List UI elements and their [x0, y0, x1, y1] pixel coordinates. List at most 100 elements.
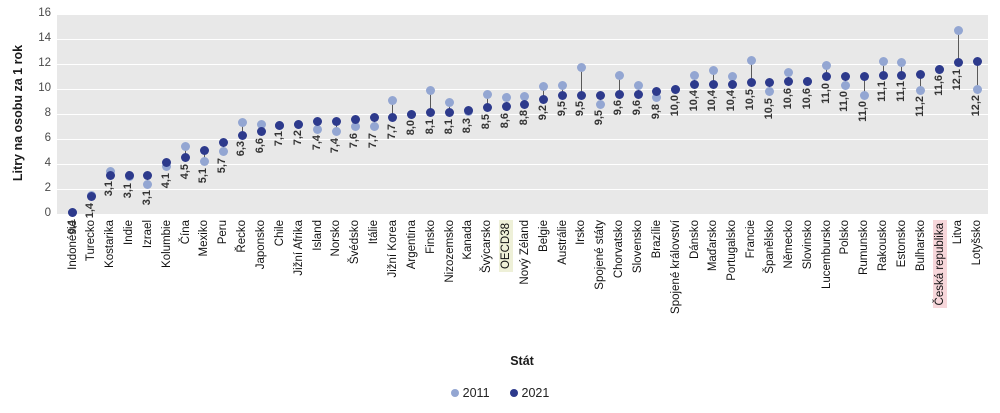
value-label: 3,1 [103, 181, 116, 197]
x-tick-label: Peru [217, 220, 230, 245]
value-label: 3,1 [140, 190, 153, 206]
data-point-2011 [143, 179, 153, 189]
stem [486, 94, 488, 108]
x-tick-label: Finsko [424, 220, 437, 254]
data-point-2011 [859, 90, 869, 100]
value-label: 5,1 [197, 167, 210, 183]
data-point-2011 [690, 70, 700, 80]
stem [392, 100, 394, 118]
data-point-2011 [539, 82, 549, 91]
data-point-2011 [633, 80, 643, 90]
value-label: 6,6 [254, 137, 266, 153]
data-point-2021 [746, 78, 756, 88]
value-label: 9,6 [612, 100, 625, 116]
x-tick-label: Švédsko [349, 220, 362, 265]
value-label: 9,5 [555, 101, 568, 117]
y-tick-label: 12 [38, 57, 51, 69]
data-point-2021 [822, 72, 831, 81]
x-tick-label: Spojené království [669, 220, 682, 314]
x-tick-label: Kolumbie [160, 220, 173, 268]
data-point-2021 [463, 105, 473, 115]
value-label: 8,1 [442, 118, 455, 135]
data-point-2011 [972, 84, 982, 94]
value-label: 9,2 [536, 105, 549, 121]
data-point-2011 [482, 89, 492, 99]
data-point-2011 [652, 93, 662, 103]
data-point-2011 [313, 124, 323, 134]
stem [335, 121, 337, 132]
data-point-2011 [916, 85, 926, 95]
value-label: 1,4 [84, 202, 97, 218]
value-label: 4,5 [178, 163, 191, 180]
data-point-2021 [765, 78, 775, 88]
gridline-y2 [57, 189, 988, 190]
value-label: 8,3 [461, 117, 474, 133]
data-point-2021 [237, 130, 247, 140]
x-tick-label: Itálie [368, 220, 381, 245]
value-label: 7,6 [348, 132, 361, 148]
data-point-2021 [859, 72, 869, 81]
data-point-2011 [727, 72, 737, 81]
x-tick-label: Kanada [462, 220, 475, 260]
data-point-2021 [595, 90, 605, 100]
x-tick-label: Irsko [575, 220, 588, 245]
legend-item-2011: 2011 [450, 386, 490, 400]
data-point-2021 [426, 108, 436, 118]
x-tick-label: Bulharsko [914, 220, 927, 272]
value-label: 8,6 [499, 112, 512, 128]
data-point-2021 [313, 117, 323, 126]
x-tick-label: Belgie [537, 220, 550, 252]
x-tick-label: Francie [745, 220, 758, 259]
data-point-2021 [350, 114, 360, 124]
stem [449, 102, 450, 113]
stem [203, 150, 205, 162]
data-point-2021 [162, 158, 172, 168]
data-point-2021 [916, 69, 926, 79]
data-point-2021 [727, 79, 737, 89]
y-tick-label: 6 [44, 132, 51, 144]
gridline-y14 [57, 39, 988, 40]
gridline-y4 [57, 164, 988, 165]
x-tick-label: Estonsko [895, 220, 908, 268]
x-tick-label: Jižní Korea [386, 220, 399, 278]
x-tick-label: Polsko [839, 220, 852, 255]
value-label: 7,1 [272, 131, 285, 147]
stem [580, 67, 582, 96]
value-label: 11,1 [876, 81, 889, 103]
y-tick-label: 4 [44, 157, 51, 169]
x-tick-label: Austrálie [556, 220, 569, 265]
data-point-2021 [652, 87, 662, 96]
x-tick-label: Nový Zéland [518, 220, 531, 285]
data-point-2021 [181, 153, 191, 163]
legend-marker-2021 [509, 389, 518, 397]
value-label: 7,2 [291, 130, 304, 146]
data-point-2021 [331, 117, 341, 126]
data-point-2021 [897, 70, 907, 80]
data-point-2021 [275, 120, 285, 130]
data-point-2011 [746, 55, 756, 65]
value-label: 11,6 [932, 75, 945, 96]
data-point-2021 [68, 208, 77, 218]
value-label: 7,7 [385, 123, 398, 140]
data-point-2011 [784, 68, 794, 78]
legend-label-2021: 2021 [521, 386, 550, 400]
x-tick-label: Švýcarsko [481, 220, 494, 274]
data-point-2021 [445, 108, 454, 118]
data-point-2021 [199, 145, 209, 155]
stem [618, 75, 620, 94]
value-label: 8,0 [404, 120, 417, 136]
value-label: 10,6 [781, 87, 794, 109]
data-point-2021 [539, 94, 549, 104]
stem [185, 146, 187, 158]
gridline-y6 [57, 139, 988, 140]
value-label: 7,4 [329, 137, 342, 153]
value-label: 10,4 [725, 90, 738, 112]
value-label: 12,1 [951, 68, 964, 91]
x-tick-label: Rumunsko [858, 220, 871, 275]
data-point-2021 [86, 192, 96, 201]
data-point-2011 [199, 157, 209, 166]
value-label: 12,2 [970, 95, 983, 117]
data-point-2021 [878, 70, 888, 80]
data-point-2021 [124, 170, 134, 180]
data-point-2021 [972, 57, 982, 66]
